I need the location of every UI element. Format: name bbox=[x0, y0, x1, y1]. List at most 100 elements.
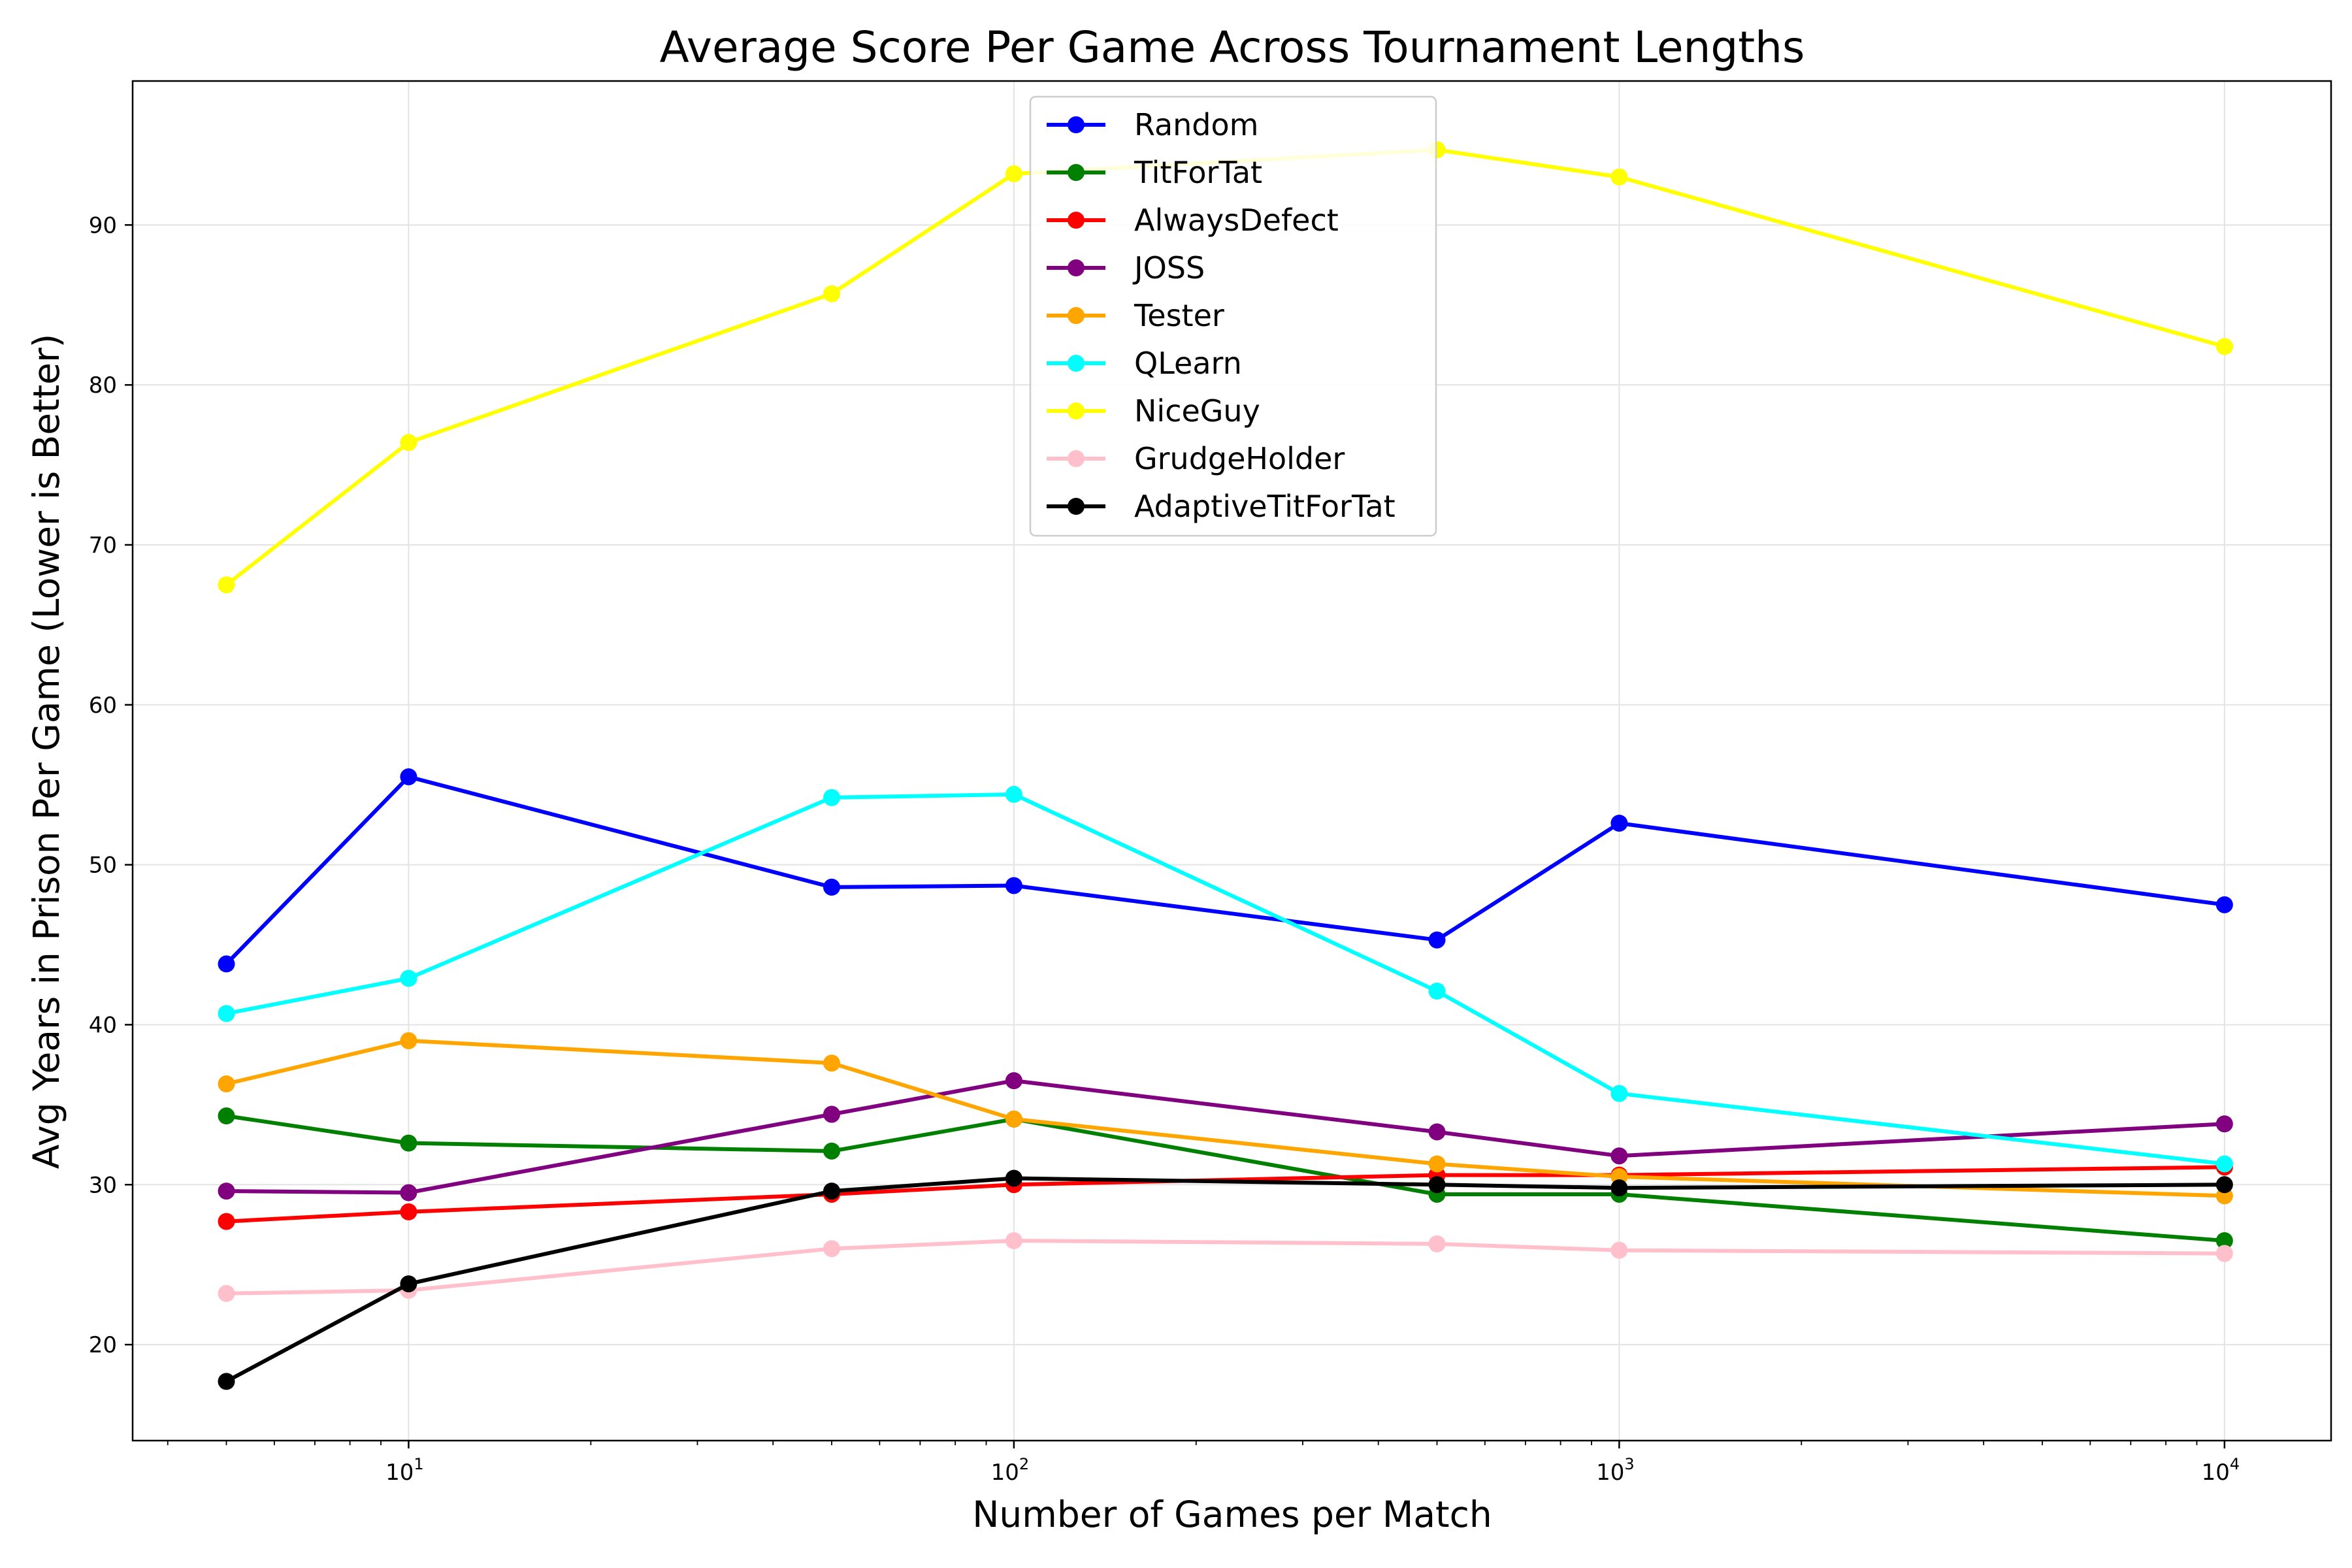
x-tick-base: 10 bbox=[1596, 1460, 1624, 1486]
x-axis-title: Number of Games per Match bbox=[972, 1494, 1492, 1535]
data-point-qlearn bbox=[823, 789, 840, 806]
data-point-random bbox=[823, 878, 840, 896]
data-point-titfortat bbox=[400, 1134, 417, 1152]
data-point-joss bbox=[1610, 1147, 1628, 1165]
legend-swatch-marker bbox=[1068, 498, 1085, 515]
data-point-qlearn bbox=[218, 1005, 235, 1022]
legend-label: AlwaysDefect bbox=[1134, 203, 1339, 238]
data-point-qlearn bbox=[1428, 983, 1446, 1000]
data-point-niceguy bbox=[823, 285, 840, 302]
y-tick-label: 20 bbox=[89, 1332, 117, 1358]
y-tick-label: 90 bbox=[89, 212, 117, 238]
legend-item-joss: JOSS bbox=[1047, 250, 1205, 286]
data-point-adaptivetitfortat bbox=[400, 1275, 417, 1293]
data-point-random bbox=[1428, 931, 1446, 949]
data-point-titfortat bbox=[823, 1142, 840, 1160]
legend-item-titfortat: TitForTat bbox=[1047, 155, 1262, 190]
legend-box bbox=[1029, 95, 1437, 537]
data-point-random bbox=[2215, 896, 2233, 913]
data-point-qlearn bbox=[1610, 1085, 1628, 1102]
data-point-random bbox=[400, 768, 417, 785]
series-tester bbox=[218, 1032, 2233, 1205]
legend-swatch-marker bbox=[1068, 164, 1085, 181]
legend-swatch-marker bbox=[1068, 259, 1085, 276]
data-point-tester bbox=[1428, 1155, 1446, 1173]
data-point-joss bbox=[823, 1105, 840, 1123]
data-point-alwaysdefect bbox=[400, 1203, 417, 1220]
legend-item-adaptivetitfortat: AdaptiveTitForTat bbox=[1047, 489, 1396, 524]
x-tick-label: 103 bbox=[1596, 1455, 1635, 1486]
plot-frame bbox=[131, 80, 2332, 1442]
data-point-random bbox=[218, 955, 235, 973]
legend-swatch-marker bbox=[1068, 307, 1085, 324]
data-point-grudgeholder bbox=[1428, 1235, 1446, 1252]
data-point-adaptivetitfortat bbox=[1610, 1179, 1628, 1197]
data-point-adaptivetitfortat bbox=[1428, 1176, 1446, 1194]
y-tick-label: 70 bbox=[89, 532, 117, 559]
data-point-joss bbox=[218, 1183, 235, 1200]
data-point-random bbox=[1610, 814, 1628, 832]
data-point-qlearn bbox=[2215, 1155, 2233, 1173]
y-axis-title: Avg Years in Prison Per Game (Lower is B… bbox=[25, 334, 67, 1169]
series-random bbox=[218, 768, 2233, 973]
data-point-tester bbox=[1005, 1110, 1022, 1128]
data-point-alwaysdefect bbox=[218, 1213, 235, 1230]
chart-title: Average Score Per Game Across Tournament… bbox=[660, 22, 1805, 73]
data-point-joss bbox=[400, 1184, 417, 1201]
data-point-joss bbox=[1428, 1123, 1446, 1141]
x-tick-base: 10 bbox=[2202, 1460, 2230, 1486]
data-point-qlearn bbox=[1005, 785, 1022, 803]
data-point-niceguy bbox=[218, 576, 235, 594]
series-layer bbox=[218, 141, 2233, 1390]
data-point-niceguy bbox=[1005, 165, 1022, 182]
data-point-adaptivetitfortat bbox=[218, 1373, 235, 1390]
legend-item-grudgeholder: GrudgeHolder bbox=[1047, 441, 1345, 476]
legend: Random TitForTat AlwaysDefect JOSS Tester QLe… bbox=[1029, 95, 1437, 537]
data-point-random bbox=[1005, 877, 1022, 894]
legend-label: Random bbox=[1134, 107, 1258, 142]
data-point-grudgeholder bbox=[1610, 1241, 1628, 1259]
legend-label: NiceGuy bbox=[1134, 393, 1260, 429]
legend-label: GrudgeHolder bbox=[1134, 441, 1345, 476]
legend-item-niceguy: NiceGuy bbox=[1047, 393, 1260, 429]
legend-item-alwaysdefect: AlwaysDefect bbox=[1047, 203, 1339, 238]
data-point-adaptivetitfortat bbox=[1005, 1169, 1022, 1187]
x-tick-label: 102 bbox=[991, 1455, 1030, 1486]
x-tick-label: 104 bbox=[2202, 1455, 2240, 1486]
x-tick-base: 10 bbox=[991, 1460, 1019, 1486]
legend-label: TitForTat bbox=[1134, 155, 1262, 190]
legend-item-tester: Tester bbox=[1047, 298, 1224, 333]
series-adaptivetitfortat bbox=[218, 1169, 2233, 1390]
x-tick-exponent: 3 bbox=[1624, 1455, 1634, 1473]
legend-label: AdaptiveTitForTat bbox=[1134, 489, 1396, 524]
data-point-qlearn bbox=[400, 970, 417, 987]
data-point-grudgeholder bbox=[1005, 1232, 1022, 1249]
data-point-tester bbox=[823, 1054, 840, 1072]
series-joss bbox=[218, 1072, 2233, 1201]
data-point-grudgeholder bbox=[2215, 1245, 2233, 1262]
data-point-adaptivetitfortat bbox=[823, 1183, 840, 1200]
legend-label: JOSS bbox=[1132, 250, 1205, 286]
legend-swatch-marker bbox=[1068, 450, 1085, 467]
x-tick-exponent: 2 bbox=[1019, 1455, 1029, 1473]
y-tick-label: 50 bbox=[89, 853, 117, 879]
data-point-tester bbox=[400, 1032, 417, 1049]
data-point-niceguy bbox=[1610, 168, 1628, 186]
legend-label: Tester bbox=[1134, 298, 1224, 333]
legend-swatch-marker bbox=[1068, 116, 1085, 133]
legend-label: QLearn bbox=[1134, 346, 1242, 381]
y-tick-label: 30 bbox=[89, 1172, 117, 1198]
data-point-joss bbox=[1005, 1072, 1022, 1090]
x-tick-base: 10 bbox=[385, 1460, 414, 1486]
y-tick-label: 40 bbox=[89, 1012, 117, 1038]
legend-swatch-marker bbox=[1068, 212, 1085, 229]
data-point-titfortat bbox=[218, 1107, 235, 1125]
legend-item-qlearn: QLearn bbox=[1047, 346, 1242, 381]
y-tick-label: 60 bbox=[89, 693, 117, 719]
x-tick-exponent: 1 bbox=[414, 1455, 423, 1473]
data-point-joss bbox=[2215, 1115, 2233, 1133]
series-niceguy bbox=[218, 141, 2233, 594]
